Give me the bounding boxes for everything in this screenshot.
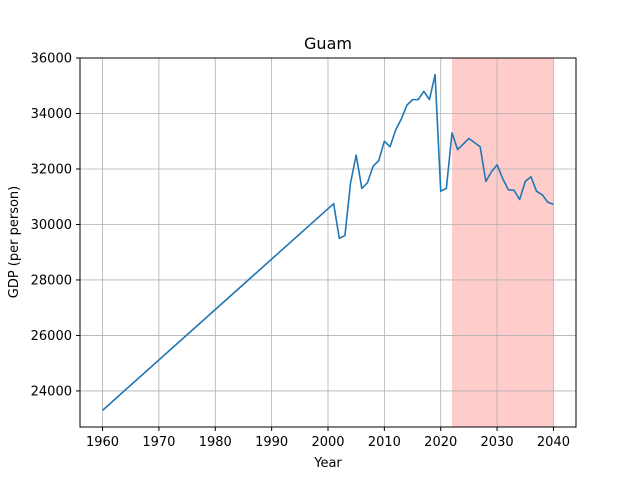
x-tick-label: 1970 xyxy=(142,435,175,450)
grid xyxy=(80,57,576,427)
x-tick-label: 2010 xyxy=(368,435,401,450)
forecast-highlight xyxy=(452,58,554,427)
x-axis-label: Year xyxy=(313,456,342,471)
y-axis-label: GDP (per person) xyxy=(7,186,22,299)
x-tick-label: 2040 xyxy=(537,435,570,450)
x-tick-label: 2030 xyxy=(481,435,514,450)
x-tick-label: 1980 xyxy=(199,435,232,450)
gdp-series-line xyxy=(102,73,554,411)
x-tick-label: 1960 xyxy=(86,435,119,450)
y-tick-label: 24000 xyxy=(31,384,72,399)
x-tick-label: 2000 xyxy=(311,435,344,450)
y-tick-label: 26000 xyxy=(31,329,72,344)
y-tick-label: 34000 xyxy=(31,107,72,122)
chart-title: Guam xyxy=(304,34,352,53)
y-axis: 24000 26000 28000 30000 32000 34000 36000 xyxy=(31,52,80,399)
y-tick-label: 30000 xyxy=(31,218,72,233)
x-tick-label: 1990 xyxy=(255,435,288,450)
y-tick-label: 36000 xyxy=(31,52,72,67)
x-tick-label: 2020 xyxy=(424,435,457,450)
x-axis: 1960 1970 1980 1990 2000 2010 2020 2030 2040 xyxy=(86,427,570,450)
y-tick-label: 28000 xyxy=(31,273,72,288)
y-tick-label: 32000 xyxy=(31,162,72,177)
